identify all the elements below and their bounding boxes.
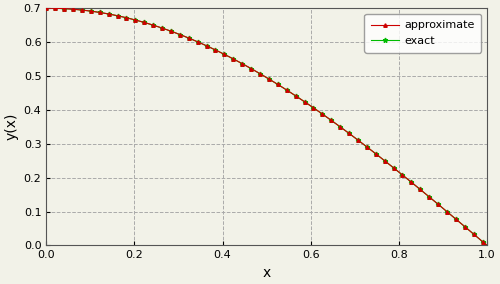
approximate bbox=[484, 244, 490, 247]
exact bbox=[484, 244, 490, 247]
exact bbox=[270, 80, 276, 83]
exact bbox=[128, 17, 134, 20]
approximate bbox=[146, 22, 152, 26]
exact bbox=[44, 7, 50, 10]
approximate bbox=[306, 103, 312, 106]
Legend: approximate, exact: approximate, exact bbox=[364, 14, 482, 53]
exact bbox=[306, 103, 312, 106]
exact bbox=[462, 225, 468, 228]
Line: approximate: approximate bbox=[44, 7, 489, 247]
approximate bbox=[448, 214, 454, 217]
Line: exact: exact bbox=[44, 6, 490, 248]
Y-axis label: y(x): y(x) bbox=[4, 113, 18, 141]
approximate bbox=[462, 225, 468, 228]
X-axis label: x: x bbox=[262, 266, 271, 280]
approximate bbox=[270, 80, 276, 83]
approximate bbox=[128, 17, 134, 20]
approximate bbox=[44, 7, 50, 10]
exact bbox=[146, 22, 152, 26]
exact bbox=[448, 214, 454, 217]
